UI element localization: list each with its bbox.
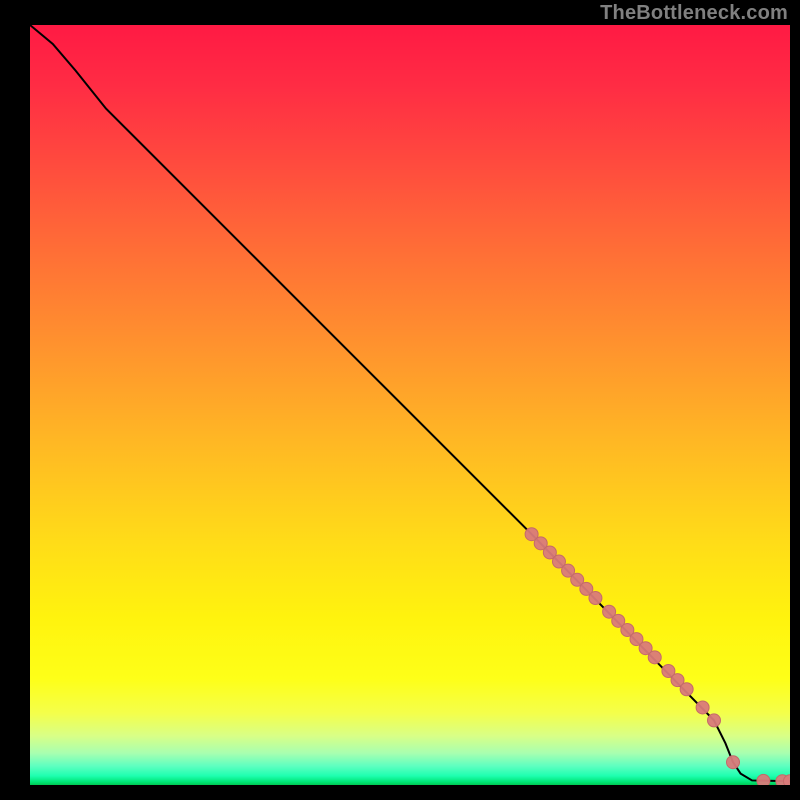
marker-point bbox=[708, 714, 721, 727]
marker-point bbox=[648, 651, 661, 664]
plot-svg bbox=[30, 25, 790, 785]
marker-point bbox=[696, 701, 709, 714]
plot-area bbox=[30, 25, 790, 785]
marker-point bbox=[727, 756, 740, 769]
chart-frame: TheBottleneck.com bbox=[0, 0, 800, 800]
marker-point bbox=[757, 774, 770, 785]
marker-point bbox=[589, 592, 602, 605]
gradient-background bbox=[30, 25, 790, 785]
marker-point bbox=[680, 683, 693, 696]
watermark-text: TheBottleneck.com bbox=[600, 2, 788, 25]
